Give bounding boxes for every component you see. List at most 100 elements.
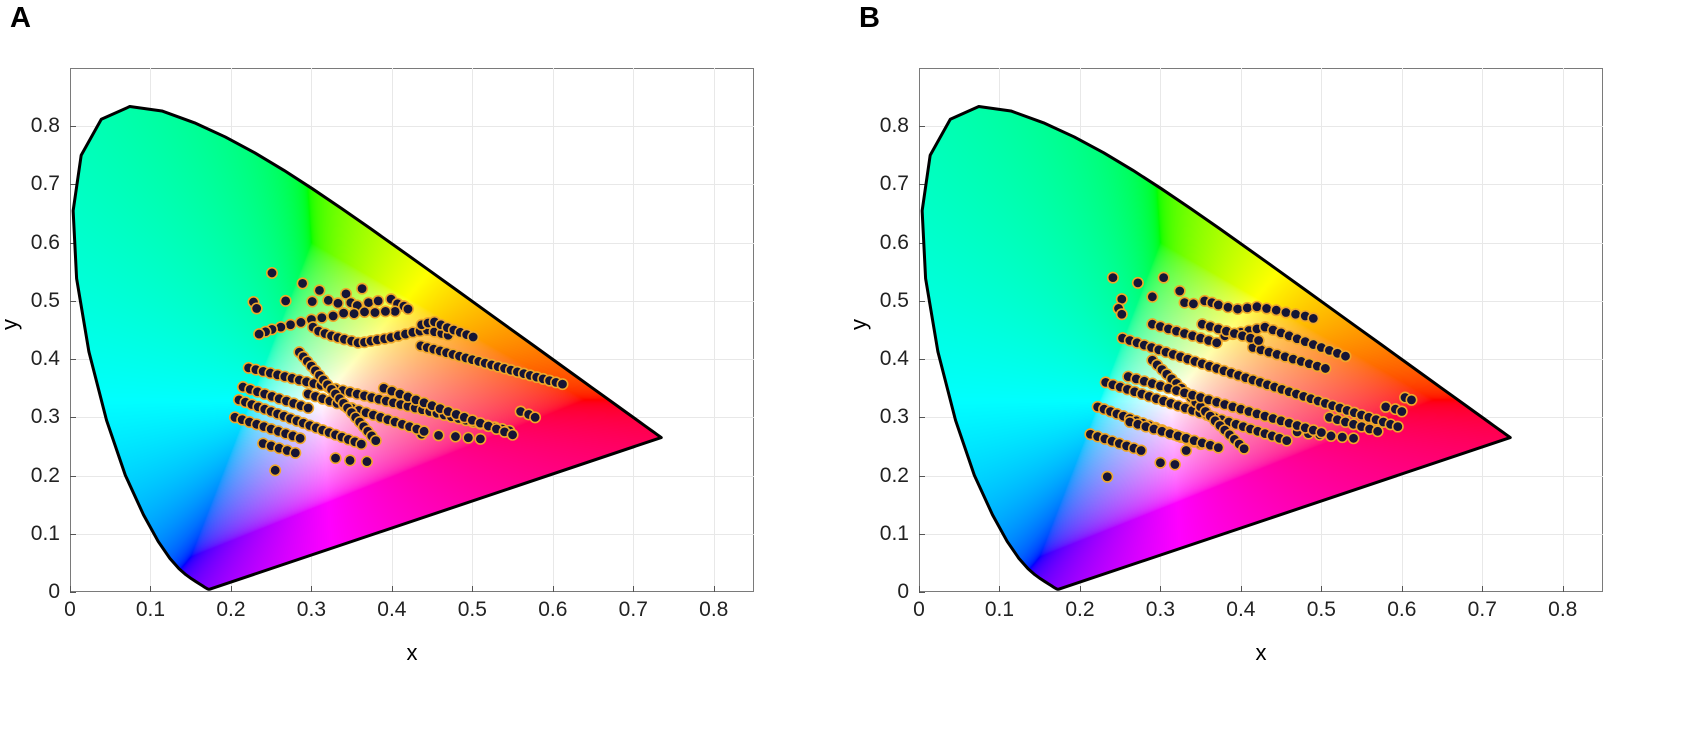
scatter-point — [306, 295, 319, 308]
scatter-point — [279, 294, 292, 307]
scatter-point — [1131, 276, 1144, 289]
scatter-point — [1146, 290, 1159, 303]
y-tick-label: 0.2 — [879, 463, 909, 487]
y-tick-label: 0.1 — [30, 521, 60, 545]
scatter-point — [1280, 434, 1293, 447]
x-tick-label: 0.5 — [457, 598, 487, 621]
scatter-point — [356, 282, 369, 295]
y-tick-mark — [70, 592, 76, 593]
scatter-point — [1187, 297, 1200, 310]
y-tick-label: 0.6 — [879, 230, 909, 254]
scatter-point — [1231, 303, 1244, 316]
scatter-point — [1307, 312, 1320, 325]
y-tick-label: 0.8 — [879, 114, 909, 138]
scatter-point — [1238, 442, 1251, 455]
panel-b-scatter — [1084, 271, 1418, 483]
scatter-point — [1173, 284, 1186, 297]
scatter-point — [462, 431, 475, 444]
panel-a-xlabel: x — [406, 640, 418, 665]
scatter-point — [337, 307, 350, 320]
scatter-point — [1371, 425, 1384, 438]
panel-b-plot: 0 0.1 0.2 0.3 0.4 0.5 0.6 0.7 0.8 0 0.1 0.2 0.3 0.4 0… — [880, 68, 1603, 621]
scatter-point — [389, 305, 402, 318]
scatter-point — [1154, 456, 1167, 469]
y-tick-label: 0 — [48, 580, 60, 603]
scatter-point — [1157, 271, 1170, 284]
scatter-point — [1252, 334, 1265, 347]
panel-a-plot: 0 0.1 0.2 0.3 0.4 0.5 0.6 0.7 0.8 0 0.1 0.2 0.3 0.4 0… — [31, 68, 754, 621]
scatter-point — [1106, 271, 1119, 284]
scatter-point — [1222, 301, 1235, 314]
x-tick-label: 0.6 — [1387, 598, 1417, 621]
panel-b-ylabel: y — [846, 319, 871, 330]
scatter-point — [1336, 431, 1349, 444]
panel-b-letter: B — [859, 2, 880, 34]
scatter-point — [294, 432, 307, 445]
scatter-point — [449, 430, 462, 443]
scatter-point — [1379, 400, 1392, 413]
scatter-point — [269, 464, 282, 477]
y-tick-label: 0.3 — [879, 405, 909, 429]
scatter-point — [368, 306, 381, 319]
x-tick-label: 0.2 — [216, 598, 246, 621]
scatter-point — [1180, 444, 1193, 457]
scatter-point — [418, 425, 431, 438]
scatter-point — [360, 455, 373, 468]
scatter-point — [329, 452, 342, 465]
scatter-point — [506, 428, 519, 441]
x-tick-label: 0.6 — [538, 598, 568, 621]
scatter-point — [253, 328, 266, 341]
panel-a: A 0 0.1 0.2 0.3 0.4 0.5 0.6 0.7 0.8 0 0.1 0.2 0.3 0.… — [0, 2, 754, 665]
panel-a-letter: A — [10, 2, 31, 34]
scatter-point — [372, 294, 385, 307]
scatter-point — [284, 318, 297, 331]
scatter-point — [556, 378, 569, 391]
scatter-point — [1279, 306, 1292, 319]
scatter-point — [1210, 336, 1223, 349]
spectral-locus-outline — [71, 105, 663, 591]
scatter-point — [250, 302, 263, 315]
scatter-point — [344, 454, 357, 467]
scatter-point — [1391, 420, 1404, 433]
y-tick-label: 0.4 — [30, 347, 60, 371]
scatter-point — [1212, 298, 1225, 311]
scatter-point — [355, 438, 368, 451]
scatter-point — [1347, 432, 1360, 445]
panel-b: B 0 0.1 0.2 0.3 0.4 0.5 0.6 0.7 0.8 0 0.1 0.2 0.3 0.… — [846, 0, 1699, 733]
scatter-point — [1270, 304, 1283, 317]
x-tick-label: 0.7 — [1467, 598, 1497, 621]
scatter-point — [1250, 300, 1263, 313]
scatter-point — [369, 434, 382, 447]
y-tick-label: 0.4 — [879, 347, 909, 371]
scatter-point — [467, 330, 480, 343]
scatter-point — [1168, 458, 1181, 471]
panel-a-ylabel: y — [0, 319, 23, 330]
x-tick-label: 0.3 — [1145, 598, 1176, 621]
scatter-point — [1339, 350, 1352, 363]
x-tick-label: 0.1 — [135, 598, 166, 621]
y-tick-label: 0 — [897, 580, 909, 603]
x-tick-label: 0.3 — [296, 598, 327, 621]
scatter-point — [474, 432, 487, 445]
scatter-point — [1395, 405, 1408, 418]
scatter-point — [1135, 444, 1148, 457]
x-tick-label: 0.5 — [1306, 598, 1336, 621]
scatter-point — [313, 284, 326, 297]
x-tick-label: 0.4 — [1226, 598, 1256, 621]
panel-a-scatter — [228, 266, 569, 477]
y-tick-label: 0.1 — [879, 521, 909, 545]
scatter-point — [358, 305, 371, 318]
spectral-locus-outline — [920, 105, 1512, 591]
scatter-point — [1115, 308, 1128, 321]
scatter-point — [327, 310, 340, 323]
scatter-point — [401, 303, 414, 316]
scatter-point — [331, 297, 344, 310]
scatter-point — [1315, 426, 1328, 439]
y-tick-label: 0.7 — [30, 172, 60, 196]
scatter-point — [1101, 470, 1114, 483]
scatter-point — [289, 446, 302, 459]
scatter-point — [302, 402, 315, 415]
scatter-point — [1212, 441, 1225, 454]
scatter-point — [432, 429, 445, 442]
